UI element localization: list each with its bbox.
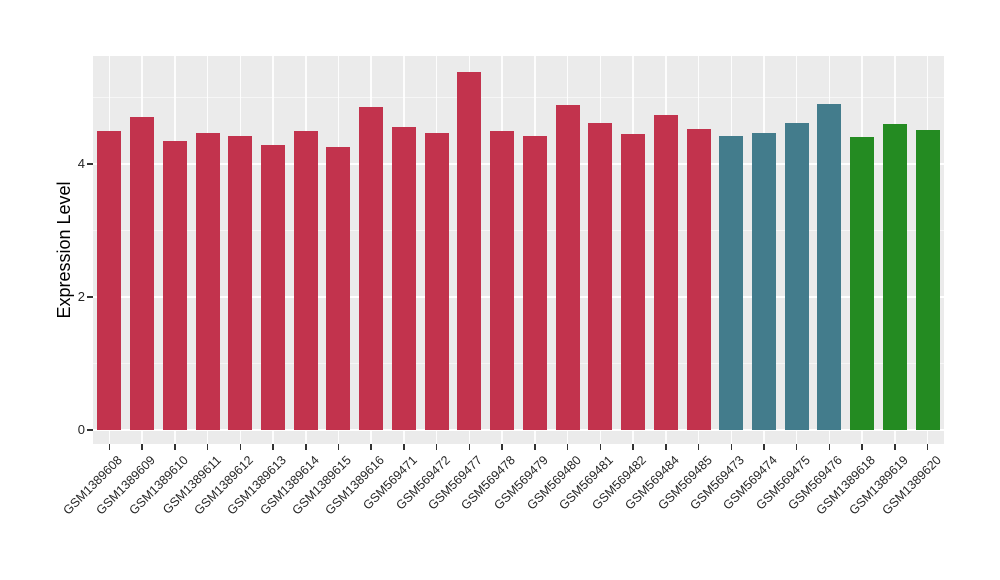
bar-GSM569484 bbox=[653, 114, 678, 430]
bar-GSM1389610 bbox=[162, 141, 187, 430]
bar-GSM1389614 bbox=[293, 131, 318, 430]
x-tick-GSM569474 bbox=[763, 444, 765, 450]
x-tick-GSM569482 bbox=[632, 444, 634, 450]
bar-GSM1389609 bbox=[130, 117, 155, 430]
x-tick-GSM1389616 bbox=[370, 444, 372, 450]
bar-GSM1389618 bbox=[850, 137, 875, 430]
x-tick-GSM569475 bbox=[795, 444, 798, 450]
x-tick-GSM569477 bbox=[468, 444, 471, 450]
bar-GSM569477 bbox=[457, 72, 482, 430]
x-tick-GSM569476 bbox=[828, 444, 831, 450]
bar-GSM1389611 bbox=[195, 133, 220, 430]
bar-GSM569481 bbox=[588, 122, 613, 430]
bar-GSM569474 bbox=[751, 132, 776, 430]
bar-GSM1389616 bbox=[359, 107, 384, 430]
x-tick-GSM569478 bbox=[501, 444, 503, 450]
bar-GSM1389613 bbox=[261, 145, 286, 430]
x-tick-GSM569471 bbox=[403, 444, 405, 450]
x-tick-GSM569480 bbox=[566, 444, 569, 450]
x-tick-GSM1389613 bbox=[272, 444, 274, 450]
x-tick-GSM569473 bbox=[730, 444, 732, 450]
y-tick-label-0: 0 bbox=[77, 422, 85, 437]
bar-GSM569480 bbox=[555, 105, 580, 430]
x-tick-GSM1389609 bbox=[141, 444, 143, 450]
x-tick-GSM569479 bbox=[534, 444, 536, 450]
x-tick-GSM569484 bbox=[665, 444, 667, 450]
bar-GSM569485 bbox=[686, 129, 711, 430]
bar-GSM1389612 bbox=[228, 136, 253, 430]
bar-GSM569476 bbox=[817, 104, 842, 430]
x-tick-GSM1389611 bbox=[206, 444, 209, 450]
x-tick-GSM1389618 bbox=[861, 444, 863, 450]
bar-GSM1389620 bbox=[915, 130, 940, 430]
x-tick-GSM569481 bbox=[599, 444, 602, 450]
bar-GSM569472 bbox=[424, 132, 449, 430]
y-tick-label-4: 4 bbox=[77, 156, 85, 171]
x-tick-GSM1389610 bbox=[174, 444, 176, 450]
bar-GSM569482 bbox=[621, 134, 646, 430]
bar-GSM569478 bbox=[490, 130, 515, 430]
minor-gridline-y1 bbox=[93, 363, 944, 364]
x-tick-GSM1389608 bbox=[108, 444, 111, 450]
major-gridline-y2 bbox=[93, 296, 944, 298]
bar-GSM569479 bbox=[522, 136, 547, 430]
x-tick-GSM569472 bbox=[435, 444, 438, 450]
bar-GSM1389619 bbox=[882, 124, 907, 430]
y-tick-label-2: 2 bbox=[77, 289, 85, 304]
x-tick-GSM1389619 bbox=[894, 444, 896, 450]
minor-gridline-y5 bbox=[93, 97, 944, 98]
minor-gridline-y3 bbox=[93, 230, 944, 231]
major-gridline-y4 bbox=[93, 163, 944, 165]
bar-GSM569471 bbox=[391, 127, 416, 430]
bar-GSM569473 bbox=[719, 136, 744, 430]
x-tick-GSM1389620 bbox=[926, 444, 929, 450]
bar-GSM1389608 bbox=[97, 130, 122, 430]
bar-GSM569475 bbox=[784, 122, 809, 430]
major-gridline-y0 bbox=[93, 429, 944, 431]
plot-panel bbox=[93, 56, 944, 444]
y-tick-4 bbox=[87, 163, 93, 165]
x-tick-GSM1389615 bbox=[337, 444, 340, 450]
y-tick-0 bbox=[87, 429, 93, 431]
x-tick-GSM1389612 bbox=[239, 444, 242, 450]
bar-GSM1389615 bbox=[326, 147, 351, 430]
x-tick-GSM569485 bbox=[697, 444, 700, 450]
y-tick-2 bbox=[87, 296, 93, 298]
x-tick-GSM1389614 bbox=[305, 444, 307, 450]
y-axis-title: Expression Level bbox=[54, 181, 74, 319]
